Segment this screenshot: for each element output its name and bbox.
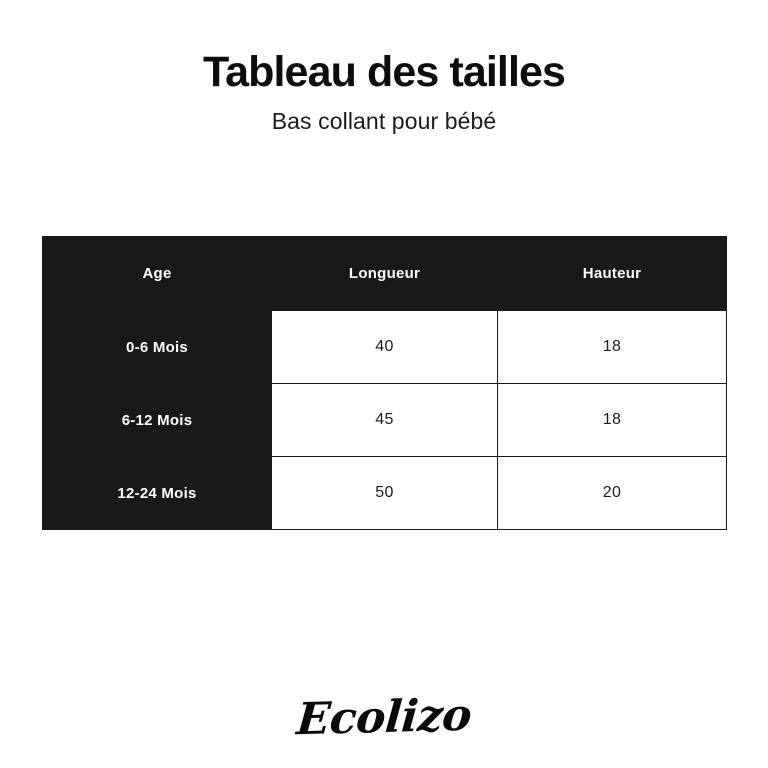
brand-wordmark: Ecolizo xyxy=(294,689,474,746)
brand-logo: Ecolizo xyxy=(0,688,768,748)
cell-hauteur: 18 xyxy=(497,310,727,384)
table-row: 6-12 Mois 45 18 xyxy=(42,383,727,457)
heading-block: Tableau des tailles Bas collant pour béb… xyxy=(0,47,768,136)
page-title: Tableau des tailles xyxy=(202,48,566,96)
table-row: 12-24 Mois 50 20 xyxy=(42,456,727,530)
cell-longueur: 40 xyxy=(271,310,498,384)
column-header-hauteur: Hauteur xyxy=(497,236,727,311)
size-table-head: Age Longueur Hauteur xyxy=(42,236,727,311)
column-header-longueur: Longueur xyxy=(271,236,498,311)
cell-age: 12-24 Mois xyxy=(42,456,272,530)
cell-longueur: 45 xyxy=(271,383,498,457)
cell-hauteur: 18 xyxy=(497,383,727,457)
cell-age: 6-12 Mois xyxy=(42,383,272,457)
column-header-age: Age xyxy=(42,236,272,311)
size-table-container: Age Longueur Hauteur 0-6 Mois 40 18 6-12… xyxy=(42,236,727,530)
size-table-body: 0-6 Mois 40 18 6-12 Mois 45 18 12-24 Moi… xyxy=(42,310,727,530)
page-subtitle: Bas collant pour bébé xyxy=(271,108,497,134)
table-header-row: Age Longueur Hauteur xyxy=(42,236,727,311)
cell-longueur: 50 xyxy=(271,456,498,530)
cell-hauteur: 20 xyxy=(497,456,727,530)
cell-age: 0-6 Mois xyxy=(42,310,272,384)
table-row: 0-6 Mois 40 18 xyxy=(42,310,727,384)
size-table: Age Longueur Hauteur 0-6 Mois 40 18 6-12… xyxy=(42,236,727,530)
